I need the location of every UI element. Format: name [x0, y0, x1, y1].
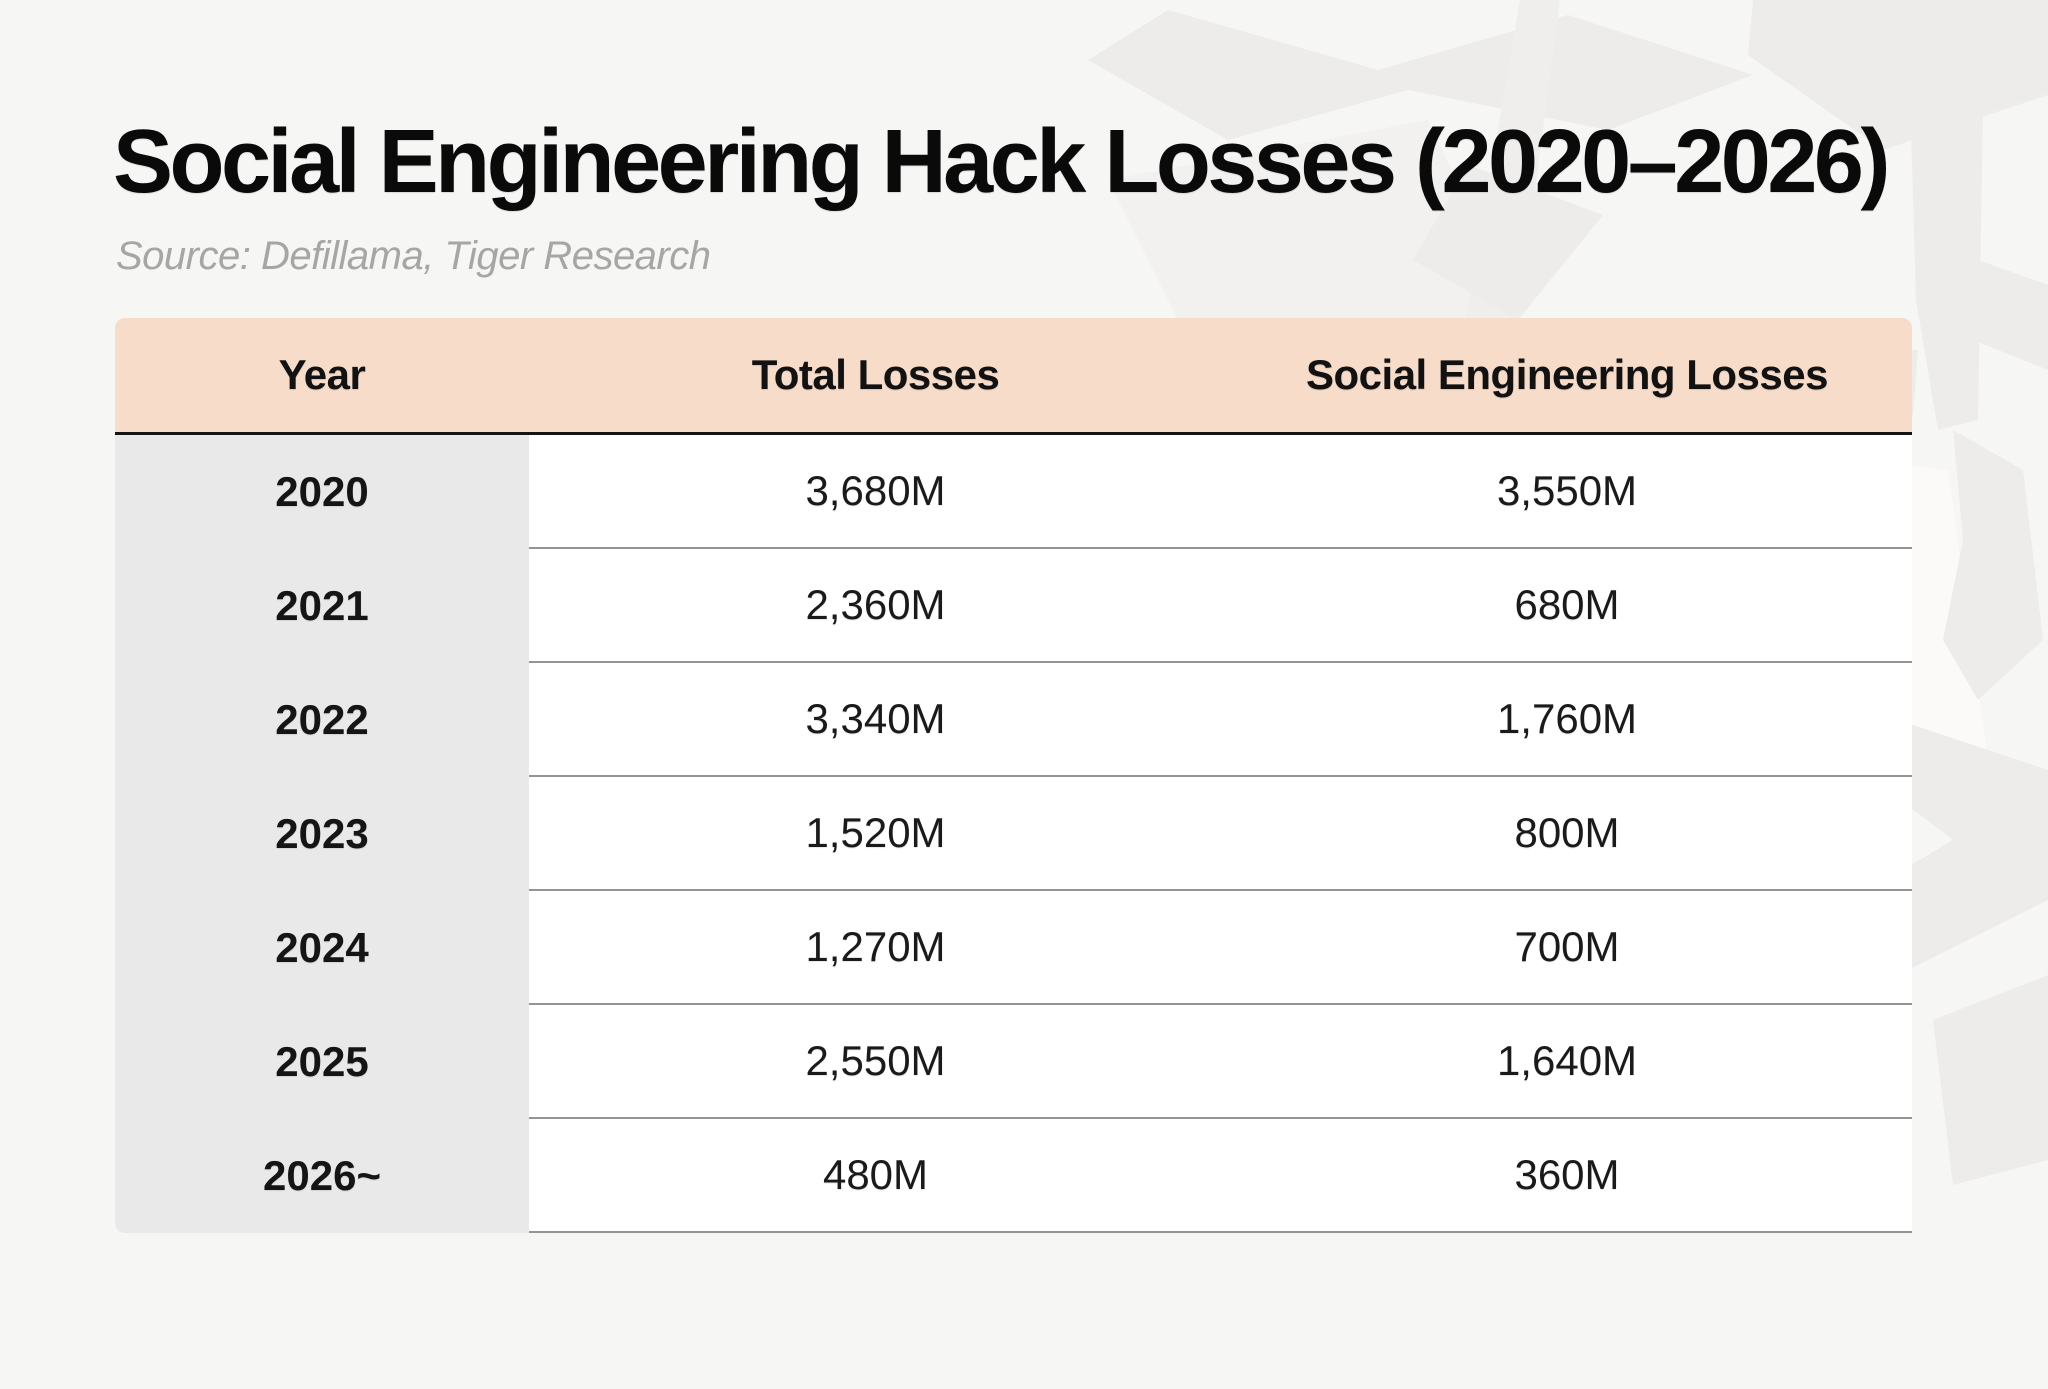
table-header-row: Year Total Losses Social Engineering Los… — [115, 318, 1912, 435]
year-cell: 2025 — [115, 1005, 529, 1119]
total-cell: 2,360M — [529, 549, 1222, 663]
table-row: 2021 2,360M 680M — [115, 549, 1912, 663]
table-row: 2023 1,520M 800M — [115, 777, 1912, 891]
total-cell: 3,340M — [529, 663, 1222, 777]
table-row: 2022 3,340M 1,760M — [115, 663, 1912, 777]
social-cell: 360M — [1222, 1119, 1912, 1233]
total-cell: 1,520M — [529, 777, 1222, 891]
table-row: 2026~ 480M 360M — [115, 1119, 1912, 1233]
total-cell: 480M — [529, 1119, 1222, 1233]
year-cell: 2026~ — [115, 1119, 529, 1233]
source-note: Source: Defillama, Tiger Research — [116, 234, 711, 278]
social-cell: 3,550M — [1222, 435, 1912, 549]
total-cell: 1,270M — [529, 891, 1222, 1005]
table-row: 2025 2,550M 1,640M — [115, 1005, 1912, 1119]
table-row: 2024 1,270M 700M — [115, 891, 1912, 1005]
total-cell: 2,550M — [529, 1005, 1222, 1119]
social-cell: 1,760M — [1222, 663, 1912, 777]
table-body: 2020 3,680M 3,550M 2021 2,360M 680M 2022… — [115, 435, 1912, 1233]
social-cell: 1,640M — [1222, 1005, 1912, 1119]
table-row: 2020 3,680M 3,550M — [115, 435, 1912, 549]
year-cell: 2024 — [115, 891, 529, 1005]
social-cell: 800M — [1222, 777, 1912, 891]
col-header-social: Social Engineering Losses — [1306, 351, 1829, 398]
page-title: Social Engineering Hack Losses (2020–202… — [113, 112, 1890, 212]
social-cell: 700M — [1222, 891, 1912, 1005]
col-header-total: Total Losses — [751, 351, 1000, 398]
year-cell: 2022 — [115, 663, 529, 777]
total-cell: 3,680M — [529, 435, 1222, 549]
losses-table: Year Total Losses Social Engineering Los… — [115, 318, 1912, 1233]
year-cell: 2021 — [115, 549, 529, 663]
social-cell: 680M — [1222, 549, 1912, 663]
col-header-year: Year — [278, 351, 366, 398]
year-cell: 2020 — [115, 435, 529, 549]
year-cell: 2023 — [115, 777, 529, 891]
